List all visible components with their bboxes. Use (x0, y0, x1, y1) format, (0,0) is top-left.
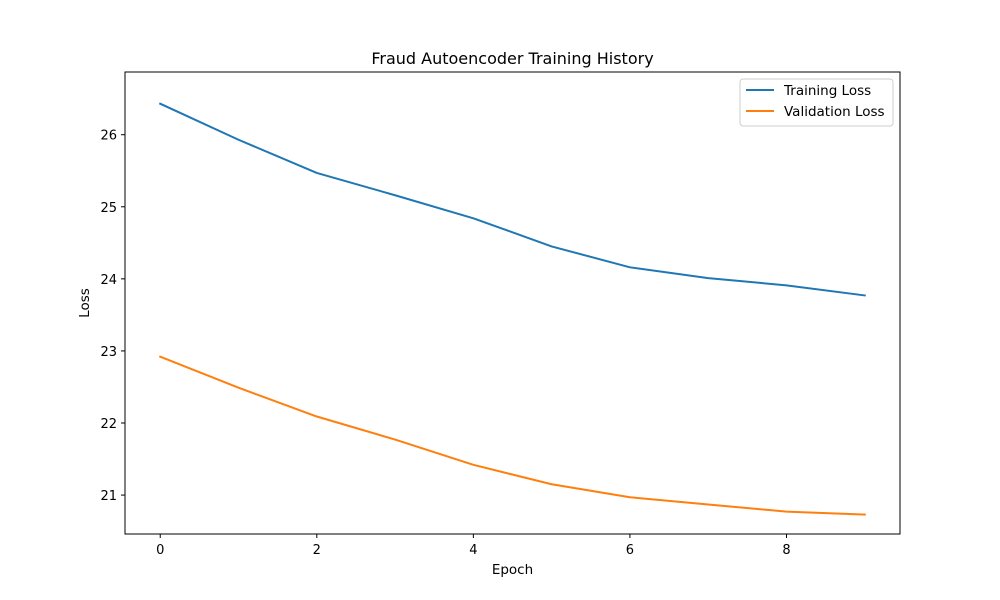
y-tick-label: 23 (100, 345, 117, 360)
x-tick-label: 2 (313, 543, 321, 558)
x-axis-label: Epoch (492, 562, 533, 578)
series-line-0 (158, 102, 866, 297)
series-lines (158, 102, 866, 516)
legend: Training Loss Validation Loss (739, 78, 894, 127)
y-tick-label: 24 (100, 273, 117, 288)
x-tick-label: 8 (782, 543, 790, 558)
plot-frame (124, 71, 901, 535)
series-line-1 (158, 355, 866, 516)
y-axis-ticks: 21 22 23 24 25 26 (100, 129, 125, 504)
chart-title: Fraud Autoencoder Training History (371, 49, 653, 68)
y-tick-label: 22 (100, 417, 117, 432)
y-tick-label: 25 (100, 201, 117, 216)
x-tick-label: 4 (469, 543, 477, 558)
y-tick-label: 26 (100, 129, 117, 144)
legend-box (739, 78, 894, 127)
y-tick-label: 21 (100, 489, 117, 504)
x-tick-label: 6 (626, 543, 634, 558)
y-axis-label: Loss (77, 288, 93, 318)
x-axis-ticks: 0 2 4 6 8 (156, 534, 791, 558)
legend-label-training: Training Loss (783, 83, 871, 99)
x-tick-label: 0 (156, 543, 164, 558)
legend-label-validation: Validation Loss (784, 104, 885, 120)
